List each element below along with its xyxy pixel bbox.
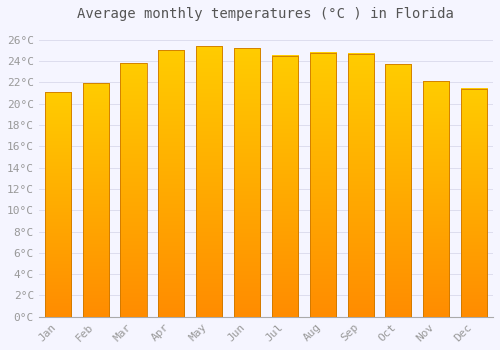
- Bar: [348, 54, 374, 317]
- Bar: [44, 92, 71, 317]
- Bar: [120, 63, 146, 317]
- Bar: [234, 48, 260, 317]
- Bar: [158, 50, 184, 317]
- Bar: [423, 81, 450, 317]
- Bar: [461, 89, 487, 317]
- Bar: [386, 64, 411, 317]
- Title: Average monthly temperatures (°C ) in Florida: Average monthly temperatures (°C ) in Fl…: [78, 7, 454, 21]
- Bar: [196, 46, 222, 317]
- Bar: [82, 83, 108, 317]
- Bar: [272, 56, 298, 317]
- Bar: [310, 52, 336, 317]
